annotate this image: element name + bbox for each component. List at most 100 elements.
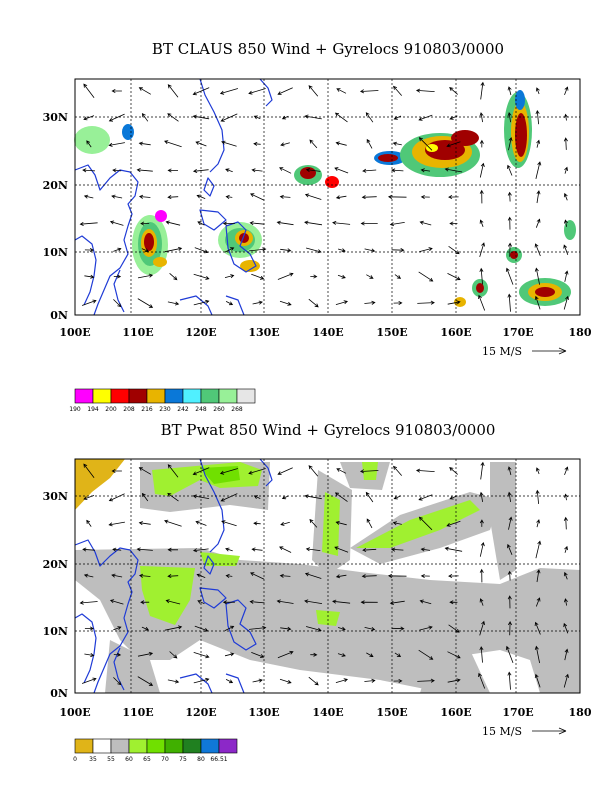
wind-arrow: [167, 492, 179, 502]
wind-arrow: [304, 114, 322, 120]
wind-arrow: [507, 191, 512, 202]
x-tick-label: 170E: [502, 706, 533, 719]
wind-arrow: [194, 625, 209, 632]
colorbar-swatch: [74, 738, 94, 754]
wind-arrow: [507, 491, 512, 503]
wind-arrow: [535, 87, 540, 95]
wind-arrow: [83, 573, 94, 578]
wind-arrow: [420, 573, 430, 578]
wind-arrow: [192, 87, 210, 96]
wind-arrow: [304, 494, 322, 500]
colorbar-swatch: [128, 738, 148, 754]
wind-arrow: [563, 571, 568, 580]
wind-arrow: [364, 300, 376, 305]
wind-arrow: [479, 541, 485, 557]
wind-arrow: [365, 491, 374, 503]
wind-arrow: [277, 87, 293, 95]
wind-arrow: [415, 468, 435, 473]
wind-arrow: [194, 247, 209, 254]
wind-arrow: [251, 273, 265, 280]
wind-arrow: [534, 621, 541, 635]
y-tick-label: 30N: [43, 490, 68, 503]
wind-arrow: [83, 83, 95, 99]
wind-arrow: [479, 491, 484, 502]
wind-arrow: [563, 295, 569, 310]
wind-arrow: [113, 626, 122, 631]
wind-arrow: [141, 626, 150, 631]
wind-arrow: [310, 274, 318, 279]
y-tick-label: 20N: [43, 179, 68, 192]
wind-arrow: [536, 139, 541, 148]
wind-arrow: [86, 519, 92, 527]
wind-arrow: [535, 161, 542, 179]
wind-arrow: [167, 84, 179, 98]
wind-arrow: [305, 626, 322, 632]
map-area: [74, 458, 581, 694]
wind-arrow: [111, 573, 123, 578]
x-tick-label: 150E: [376, 706, 407, 719]
colorbar-label: 230: [159, 406, 171, 413]
wind-arrow: [335, 520, 347, 526]
wind-arrow: [196, 194, 206, 199]
wind-arrow: [112, 168, 122, 173]
reference-vector: 15 M/S: [482, 725, 567, 738]
wind-arrow: [164, 246, 183, 253]
colorbar-swatch: [200, 738, 220, 754]
wind-arrow: [394, 274, 402, 279]
colorbar: 0 35 55 60 65 70 75 80 66.51: [73, 738, 238, 763]
wind-arrow: [563, 244, 569, 255]
wind-arrow: [304, 572, 322, 579]
x-axis-ticks: 100E 110E 120E 130E 140E 150E 160E 170E …: [59, 706, 592, 719]
wind-arrow: [279, 300, 292, 306]
colorbar-swatch: [110, 738, 130, 754]
wind-arrow: [249, 625, 267, 630]
wind-arrow: [449, 467, 458, 475]
wind-arrow: [113, 299, 122, 308]
wind-arrow: [137, 651, 154, 657]
wind-arrow: [225, 168, 233, 173]
wind-arrow: [534, 295, 541, 310]
wind-arrow: [391, 547, 404, 552]
wind-arrow: [164, 519, 182, 527]
wind-arrow: [479, 242, 485, 258]
wind-arrow: [359, 469, 379, 474]
wind-arrow: [108, 521, 125, 527]
wind-arrow: [535, 218, 541, 228]
x-tick-label: 130E: [248, 706, 279, 719]
wind-arrow: [535, 109, 540, 125]
wind-arrow: [534, 645, 540, 664]
wind-arrow: [337, 626, 346, 631]
colorbar-swatch: [236, 388, 256, 404]
panel-pwat: BT Pwat 850 Wind + Gyrelocs 910803/0000: [43, 421, 592, 763]
wind-arrow: [249, 599, 265, 604]
wind-arrow: [366, 274, 374, 279]
wind-arrow: [221, 140, 237, 147]
wind-arrow: [225, 547, 233, 552]
wind-arrow: [253, 521, 261, 526]
wind-arrow: [479, 267, 484, 285]
wind-arrow: [334, 167, 349, 174]
wind-arrow: [449, 115, 458, 120]
wind-arrow: [449, 600, 458, 605]
wind-arrow: [361, 574, 377, 579]
colorbar-label: 80: [197, 756, 205, 763]
x-tick-label: 110E: [122, 326, 153, 339]
wind-arrow: [362, 168, 377, 173]
wind-arrow: [279, 546, 292, 553]
wind-arrow: [507, 543, 513, 555]
wind-arrow: [418, 516, 433, 531]
wind-arrow: [81, 677, 97, 684]
wind-arrow: [536, 190, 541, 204]
wind-arrow: [193, 652, 210, 659]
wind-arrow: [564, 86, 569, 96]
wind-arrow: [108, 142, 125, 147]
wind-arrow: [224, 274, 235, 279]
wind-arrow: [167, 679, 180, 684]
colorbar-label: 200: [105, 406, 117, 413]
wind-arrow: [308, 465, 319, 477]
wind-arrow: [82, 547, 96, 552]
wind-arrow: [508, 516, 513, 530]
wind-arrow: [113, 652, 122, 657]
wind-arrow: [137, 298, 154, 308]
